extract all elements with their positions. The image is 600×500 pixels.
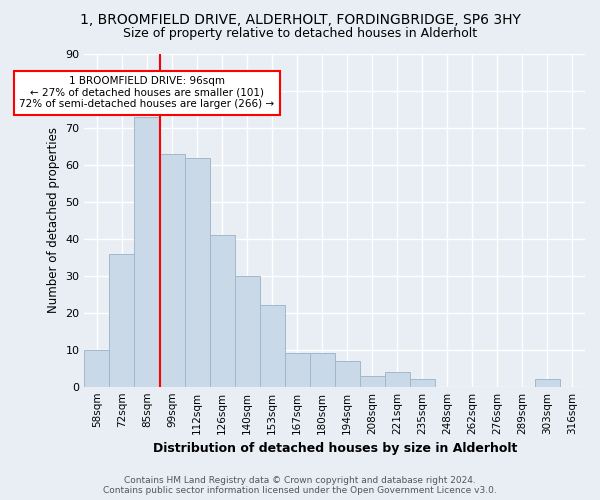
X-axis label: Distribution of detached houses by size in Alderholt: Distribution of detached houses by size … <box>152 442 517 455</box>
Bar <box>160 154 185 386</box>
Y-axis label: Number of detached properties: Number of detached properties <box>47 128 60 314</box>
Text: Size of property relative to detached houses in Alderholt: Size of property relative to detached ho… <box>123 28 477 40</box>
Bar <box>360 376 385 386</box>
Bar <box>310 354 335 386</box>
Bar <box>385 372 410 386</box>
Bar <box>410 380 435 386</box>
Text: 1, BROOMFIELD DRIVE, ALDERHOLT, FORDINGBRIDGE, SP6 3HY: 1, BROOMFIELD DRIVE, ALDERHOLT, FORDINGB… <box>80 12 520 26</box>
Bar <box>335 361 360 386</box>
Bar <box>134 117 160 386</box>
Bar <box>109 254 134 386</box>
Text: Contains HM Land Registry data © Crown copyright and database right 2024.
Contai: Contains HM Land Registry data © Crown c… <box>103 476 497 495</box>
Bar <box>535 380 560 386</box>
Bar <box>284 354 310 386</box>
Bar <box>209 235 235 386</box>
Bar <box>185 158 209 386</box>
Bar <box>235 276 260 386</box>
Bar <box>260 306 284 386</box>
Bar <box>85 350 109 387</box>
Text: 1 BROOMFIELD DRIVE: 96sqm
← 27% of detached houses are smaller (101)
72% of semi: 1 BROOMFIELD DRIVE: 96sqm ← 27% of detac… <box>19 76 275 110</box>
